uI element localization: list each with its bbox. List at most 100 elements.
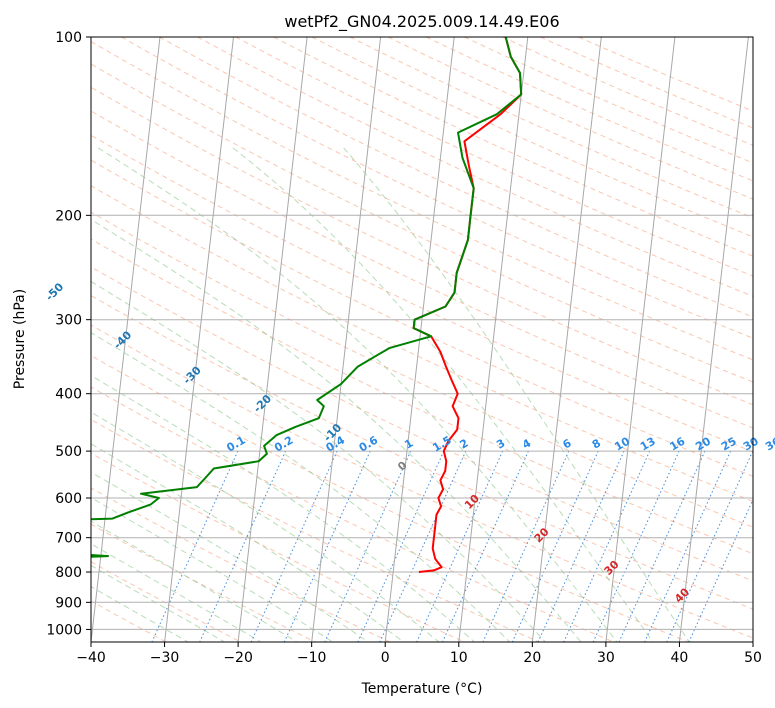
moist-adiabat bbox=[91, 218, 582, 642]
mixing-ratio-line bbox=[283, 450, 371, 642]
moist-adiabat bbox=[91, 564, 225, 642]
mixing-ratio-line bbox=[618, 450, 706, 642]
isotherm-label: -20 bbox=[251, 392, 274, 415]
x-tick-label: 50 bbox=[744, 650, 762, 666]
isotherm bbox=[531, 37, 602, 642]
mixing-ratio-line bbox=[357, 450, 445, 642]
x-tick-label: 20 bbox=[523, 650, 541, 666]
moist-adiabat bbox=[91, 443, 404, 642]
x-tick-label: −30 bbox=[150, 650, 180, 666]
x-tick-label: 30 bbox=[597, 650, 615, 666]
mixing-ratio-line bbox=[511, 450, 599, 642]
x-axis-ticks: −40 −30 −20 −10 0 10 20 30 40 50 bbox=[76, 642, 762, 666]
y-tick-label: 300 bbox=[55, 313, 82, 329]
x-tick-label: 10 bbox=[450, 650, 468, 666]
x-tick-label: −20 bbox=[223, 650, 253, 666]
isotherm-label: 20 bbox=[532, 525, 552, 545]
moist-adiabat bbox=[232, 147, 654, 642]
dry-adiabats bbox=[91, 37, 753, 642]
x-tick-label: 40 bbox=[671, 650, 689, 666]
dry-adiabat bbox=[387, 37, 753, 200]
y-tick-label: 500 bbox=[55, 444, 82, 460]
y-axis-label: Pressure (hPa) bbox=[12, 289, 28, 389]
dry-adiabat bbox=[273, 37, 753, 257]
isotherm bbox=[458, 37, 529, 642]
dry-adiabat bbox=[121, 37, 753, 339]
isotherm bbox=[0, 37, 13, 642]
dry-adiabat bbox=[91, 266, 753, 582]
mixing-ratio-lines bbox=[151, 450, 753, 642]
y-axis-ticks: 100 200 300 400 500 600 700 800 900 1000 bbox=[46, 30, 91, 638]
y-tick-label: 900 bbox=[55, 595, 82, 611]
y-tick-label: 400 bbox=[55, 387, 82, 403]
dry-adiabat bbox=[502, 37, 753, 146]
mixing-ratio-line bbox=[416, 450, 504, 642]
dry-adiabat bbox=[91, 238, 753, 555]
mixing-ratio-line bbox=[644, 450, 732, 642]
dry-adiabat bbox=[91, 386, 614, 642]
isotherm-label: 10 bbox=[462, 492, 482, 512]
dry-adiabat bbox=[91, 86, 753, 406]
x-tick-label: −10 bbox=[297, 650, 327, 666]
dry-adiabat bbox=[91, 159, 753, 477]
mixing-ratio-line bbox=[199, 450, 287, 642]
mixing-ratio-line bbox=[482, 450, 570, 642]
mixing-ratio-label: 2 bbox=[457, 437, 470, 452]
dry-adiabat bbox=[91, 110, 753, 429]
moist-adiabat bbox=[91, 332, 511, 642]
dry-adiabat bbox=[540, 37, 753, 129]
y-tick-label: 1000 bbox=[46, 622, 82, 638]
y-tick-label: 800 bbox=[55, 565, 82, 581]
mixing-ratio-line bbox=[324, 450, 412, 642]
mixing-ratio-line bbox=[379, 450, 467, 642]
dry-adiabat bbox=[91, 63, 753, 383]
moist-adiabat bbox=[91, 496, 333, 642]
dry-adiabat bbox=[91, 40, 753, 361]
isotherm bbox=[678, 37, 749, 642]
mixing-ratio-line bbox=[666, 450, 753, 642]
mixing-ratio-line bbox=[441, 450, 529, 642]
y-tick-label: 200 bbox=[55, 208, 82, 224]
x-tick-label: −40 bbox=[76, 650, 106, 666]
dry-adiabat bbox=[91, 523, 316, 642]
x-axis-label: Temperature (°C) bbox=[361, 681, 483, 697]
dry-adiabat bbox=[464, 37, 753, 164]
dry-adiabat bbox=[159, 37, 753, 318]
isotherm-label: -30 bbox=[181, 363, 204, 386]
dry-adiabat bbox=[349, 37, 753, 219]
isotherm bbox=[237, 37, 308, 642]
isotherm-label: 0 bbox=[395, 458, 410, 473]
isotherm-label: -50 bbox=[43, 280, 66, 303]
dewpoint-line bbox=[91, 37, 523, 558]
moist-adiabat bbox=[97, 147, 618, 642]
dry-adiabat bbox=[425, 37, 753, 182]
moist-adiabat bbox=[91, 520, 298, 642]
x-tick-label: 0 bbox=[381, 650, 390, 666]
mixing-ratio-line bbox=[151, 450, 239, 642]
moist-adiabat bbox=[91, 543, 262, 642]
moist-adiabat bbox=[91, 280, 546, 642]
isotherm bbox=[91, 37, 161, 642]
moist-adiabats bbox=[91, 147, 690, 642]
isotherm bbox=[605, 37, 676, 642]
moist-adiabat bbox=[91, 586, 189, 642]
chart-title: wetPf2_GN04.2025.009.14.49.E06 bbox=[284, 12, 559, 32]
mixing-ratio-line bbox=[563, 450, 651, 642]
dry-adiabat bbox=[197, 37, 753, 297]
plot-background bbox=[0, 37, 753, 642]
dry-adiabat bbox=[91, 211, 753, 528]
dry-adiabat bbox=[91, 355, 689, 642]
dry-adiabat bbox=[91, 134, 753, 453]
dry-adiabat bbox=[91, 487, 391, 642]
mixing-ratio-line bbox=[592, 450, 680, 642]
dry-adiabat bbox=[91, 324, 753, 639]
dry-adiabat bbox=[91, 452, 465, 642]
isotherm bbox=[752, 637, 753, 642]
isotherm-label: 30 bbox=[602, 558, 622, 578]
y-tick-label: 700 bbox=[55, 531, 82, 547]
mixing-ratio-line bbox=[250, 450, 338, 642]
mixing-ratio-line bbox=[537, 450, 625, 642]
plot-frame bbox=[90, 36, 754, 643]
profiles bbox=[91, 37, 523, 573]
